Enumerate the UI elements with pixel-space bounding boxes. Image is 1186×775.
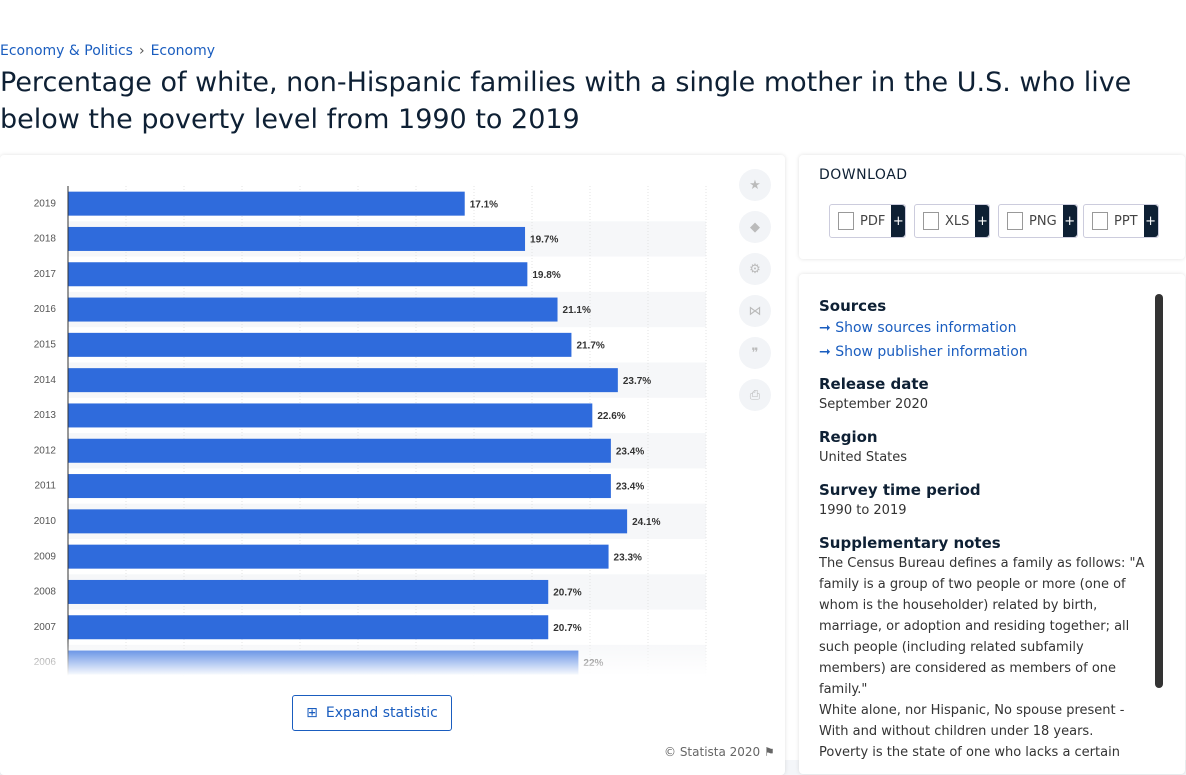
y-tick-label: 2009 xyxy=(34,551,57,562)
page-title: Percentage of white, non-Hispanic famili… xyxy=(0,67,1132,135)
bar xyxy=(68,191,465,216)
scrollbar[interactable] xyxy=(1155,294,1163,688)
y-tick-label: 2010 xyxy=(34,516,57,527)
info-card: Sources ➞ Show sources information ➞ Sho… xyxy=(799,274,1185,774)
field-label: Region xyxy=(819,428,878,446)
note: White alone, nor Hispanic, No spouse pre… xyxy=(819,703,1125,739)
info-link[interactable]: ➞ Show publisher information xyxy=(819,344,1028,360)
plus: + xyxy=(1062,205,1077,237)
y-tick-label: 2012 xyxy=(34,445,57,456)
bar xyxy=(68,544,609,569)
value-label: 23.4% xyxy=(616,482,644,493)
value-label: 23.4% xyxy=(616,446,644,457)
download-card: DOWNLOAD PDF + XLS + PNG + PPT + xyxy=(799,155,1185,259)
y-tick-label: 2017 xyxy=(34,269,57,280)
format-label: XLS xyxy=(945,213,970,229)
bar xyxy=(68,403,593,428)
y-tick-label: 2018 xyxy=(34,234,57,245)
bar xyxy=(68,297,558,322)
note: Poverty is the state of one who lacks a … xyxy=(819,745,1120,760)
breadcrumb-link[interactable]: Economy & Politics xyxy=(0,43,133,59)
value-label: 19.7% xyxy=(530,235,558,246)
bar xyxy=(68,509,628,534)
download-button[interactable]: PPT + xyxy=(1083,204,1159,238)
value-label: 20.7% xyxy=(553,623,581,634)
file-icon xyxy=(923,212,939,230)
plus: + xyxy=(1143,205,1158,237)
y-tick-label: 2015 xyxy=(34,339,57,350)
format-label: PDF xyxy=(860,213,886,229)
expand-label: Expand statistic xyxy=(325,705,438,721)
download-button[interactable]: PDF + xyxy=(829,204,907,238)
cite-button[interactable]: ❞ xyxy=(739,337,771,369)
value-label: 24.1% xyxy=(632,517,660,528)
y-tick-label: 2011 xyxy=(34,481,56,492)
fade xyxy=(0,640,720,676)
print-button[interactable]: ⎙ xyxy=(739,379,771,411)
expand-icon: ⊞ xyxy=(306,705,318,721)
download-button[interactable]: PNG + xyxy=(998,204,1078,238)
bar xyxy=(68,474,611,499)
y-tick-label: 2013 xyxy=(34,410,57,421)
chart-card: 2019 17.1% 2018 19.7% 2017 19.8% 2016 21.1% 2015… xyxy=(0,155,785,775)
value-label: 20.7% xyxy=(553,588,581,599)
credit: © Statista 2020 ⚑ xyxy=(664,745,775,759)
notes: The Census Bureau defines a family as fo… xyxy=(819,553,1149,763)
separator: › xyxy=(138,43,145,59)
bar xyxy=(68,615,549,640)
breadcrumb: Economy & Politics › Economy xyxy=(0,43,215,59)
fields: Release date September 2020 Region United S… xyxy=(819,374,1149,521)
value-label: 19.8% xyxy=(532,270,560,281)
note: The Census Bureau defines a family as fo… xyxy=(819,556,1145,697)
y-tick-label: 2019 xyxy=(34,198,57,209)
plus: + xyxy=(975,205,990,237)
field-value: September 2020 xyxy=(819,397,929,412)
field-label: Survey time period xyxy=(819,481,981,499)
field-label: Release date xyxy=(819,375,929,393)
y-tick-label: 2008 xyxy=(34,587,57,598)
bar xyxy=(68,368,618,393)
info: Sources ➞ Show sources information ➞ Sho… xyxy=(819,296,1149,763)
notes-title: Supplementary notes xyxy=(819,534,1001,552)
favorite-button[interactable]: ★ xyxy=(739,169,771,201)
file-icon xyxy=(1092,212,1108,230)
value-label: 21.1% xyxy=(563,305,591,316)
file-icon xyxy=(1007,212,1023,230)
settings-button[interactable]: ⚙ xyxy=(739,253,771,285)
bar xyxy=(68,579,549,604)
y-tick-label: 2007 xyxy=(34,622,57,633)
value-label: 17.1% xyxy=(470,199,498,210)
field-value: 1990 to 2019 xyxy=(819,503,907,518)
bar xyxy=(68,262,528,287)
format-label: PPT xyxy=(1114,213,1138,229)
format-label: PNG xyxy=(1029,213,1057,229)
y-tick-label: 2016 xyxy=(34,304,57,315)
bar xyxy=(68,332,572,357)
field-value: United States xyxy=(819,450,908,465)
credit-text: © Statista 2020 xyxy=(664,745,761,759)
toolbar: ★ ◆ ⚙ ⋈ ❞ ⎙ xyxy=(739,169,771,421)
bar xyxy=(68,438,611,463)
value-label: 21.7% xyxy=(576,340,604,351)
value-label: 23.7% xyxy=(623,376,651,387)
sources-title: Sources xyxy=(819,297,887,315)
alert-button[interactable]: ◆ xyxy=(739,211,771,243)
bar xyxy=(68,226,526,251)
link-text: Show publisher information xyxy=(835,344,1028,360)
breadcrumb-link[interactable]: Economy xyxy=(150,43,216,59)
value-label: 22.6% xyxy=(597,411,625,422)
plus: + xyxy=(891,205,906,237)
download-title: DOWNLOAD xyxy=(819,167,908,183)
share-button[interactable]: ⋈ xyxy=(739,295,771,327)
download-button[interactable]: XLS + xyxy=(914,204,991,238)
info-link[interactable]: ➞ Show sources information xyxy=(819,320,1017,336)
expand-button[interactable]: ⊞ Expand statistic xyxy=(292,695,452,731)
value-label: 23.3% xyxy=(614,552,642,563)
y-tick-label: 2014 xyxy=(34,375,57,386)
chart: 2019 17.1% 2018 19.7% 2017 19.8% 2016 21.1% 2015… xyxy=(34,186,707,676)
file-icon xyxy=(838,212,854,230)
link-text: Show sources information xyxy=(835,320,1017,336)
